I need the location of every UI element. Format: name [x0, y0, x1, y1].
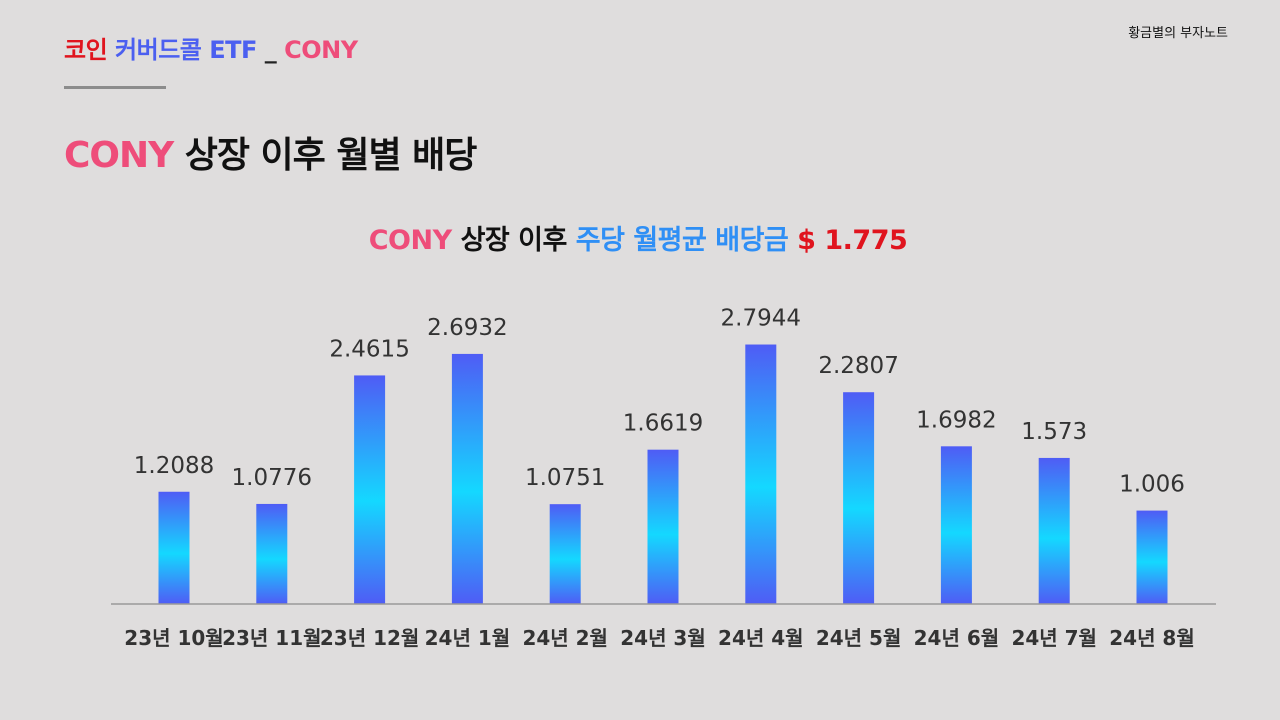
category-label: 23년 10월 — [124, 626, 223, 650]
category-label: 23년 12월 — [320, 626, 419, 650]
bar-value-label: 1.573 — [1021, 419, 1087, 445]
bar-value-label: 2.7944 — [721, 306, 801, 332]
brand-label: 황금별의 부자노트 — [1128, 26, 1228, 41]
title-part-coin: 코인 — [64, 36, 108, 64]
bar-value-label: 1.2088 — [134, 453, 214, 479]
bar — [1136, 510, 1168, 604]
bar — [647, 449, 679, 604]
page-heading: CONY 상장 이후 월별 배당 — [64, 126, 478, 178]
category-label: 24년 7월 — [1011, 626, 1097, 650]
bar-value-label: 1.0776 — [232, 465, 312, 491]
heading-ticker: CONY — [64, 135, 174, 176]
subtitle-part2: 주당 월평균 배당금 — [575, 225, 789, 256]
bar — [843, 392, 875, 604]
bar-value-label: 2.6932 — [427, 315, 507, 341]
category-label: 24년 3월 — [620, 626, 706, 650]
title-underline — [64, 86, 166, 89]
bar-group — [158, 344, 1168, 604]
bar — [256, 503, 288, 604]
bar — [745, 344, 777, 604]
category-label: 24년 6월 — [914, 626, 1000, 650]
subtitle-part1: 상장 이후 — [460, 225, 568, 256]
category-label: 23년 11월 — [222, 626, 321, 650]
category-label: 24년 1월 — [425, 626, 511, 650]
bar-value-label: 2.4615 — [329, 336, 409, 362]
category-label: 24년 4월 — [718, 626, 804, 650]
category-label: 24년 5월 — [816, 626, 902, 650]
bar — [549, 504, 581, 604]
bar — [940, 446, 972, 604]
bar-value-label: 1.6619 — [623, 411, 703, 437]
title-part-ticker: CONY — [284, 36, 358, 64]
category-label: 24년 2월 — [522, 626, 608, 650]
bar-value-label: 1.006 — [1119, 472, 1185, 498]
subtitle-value: $ 1.775 — [797, 225, 908, 256]
heading-text: 상장 이후 월별 배당 — [184, 135, 478, 176]
title-separator: _ — [264, 36, 277, 64]
chart-subtitle: CONY 상장 이후 주당 월평균 배당금 $ 1.775 — [0, 218, 1276, 257]
bar-value-label: 2.2807 — [818, 353, 898, 379]
bar-value-label: 1.0751 — [525, 465, 605, 491]
category-label: 24년 8월 — [1109, 626, 1195, 650]
bar — [354, 375, 386, 604]
bar — [1038, 457, 1070, 604]
bar — [451, 353, 483, 604]
title-part-covered-call: 커버드콜 ETF — [115, 36, 257, 64]
bar — [158, 491, 190, 604]
slide-title: 코인 커버드콜 ETF _ CONY — [64, 30, 358, 65]
subtitle-ticker: CONY — [368, 225, 452, 256]
bar-value-label: 1.6982 — [916, 407, 996, 433]
